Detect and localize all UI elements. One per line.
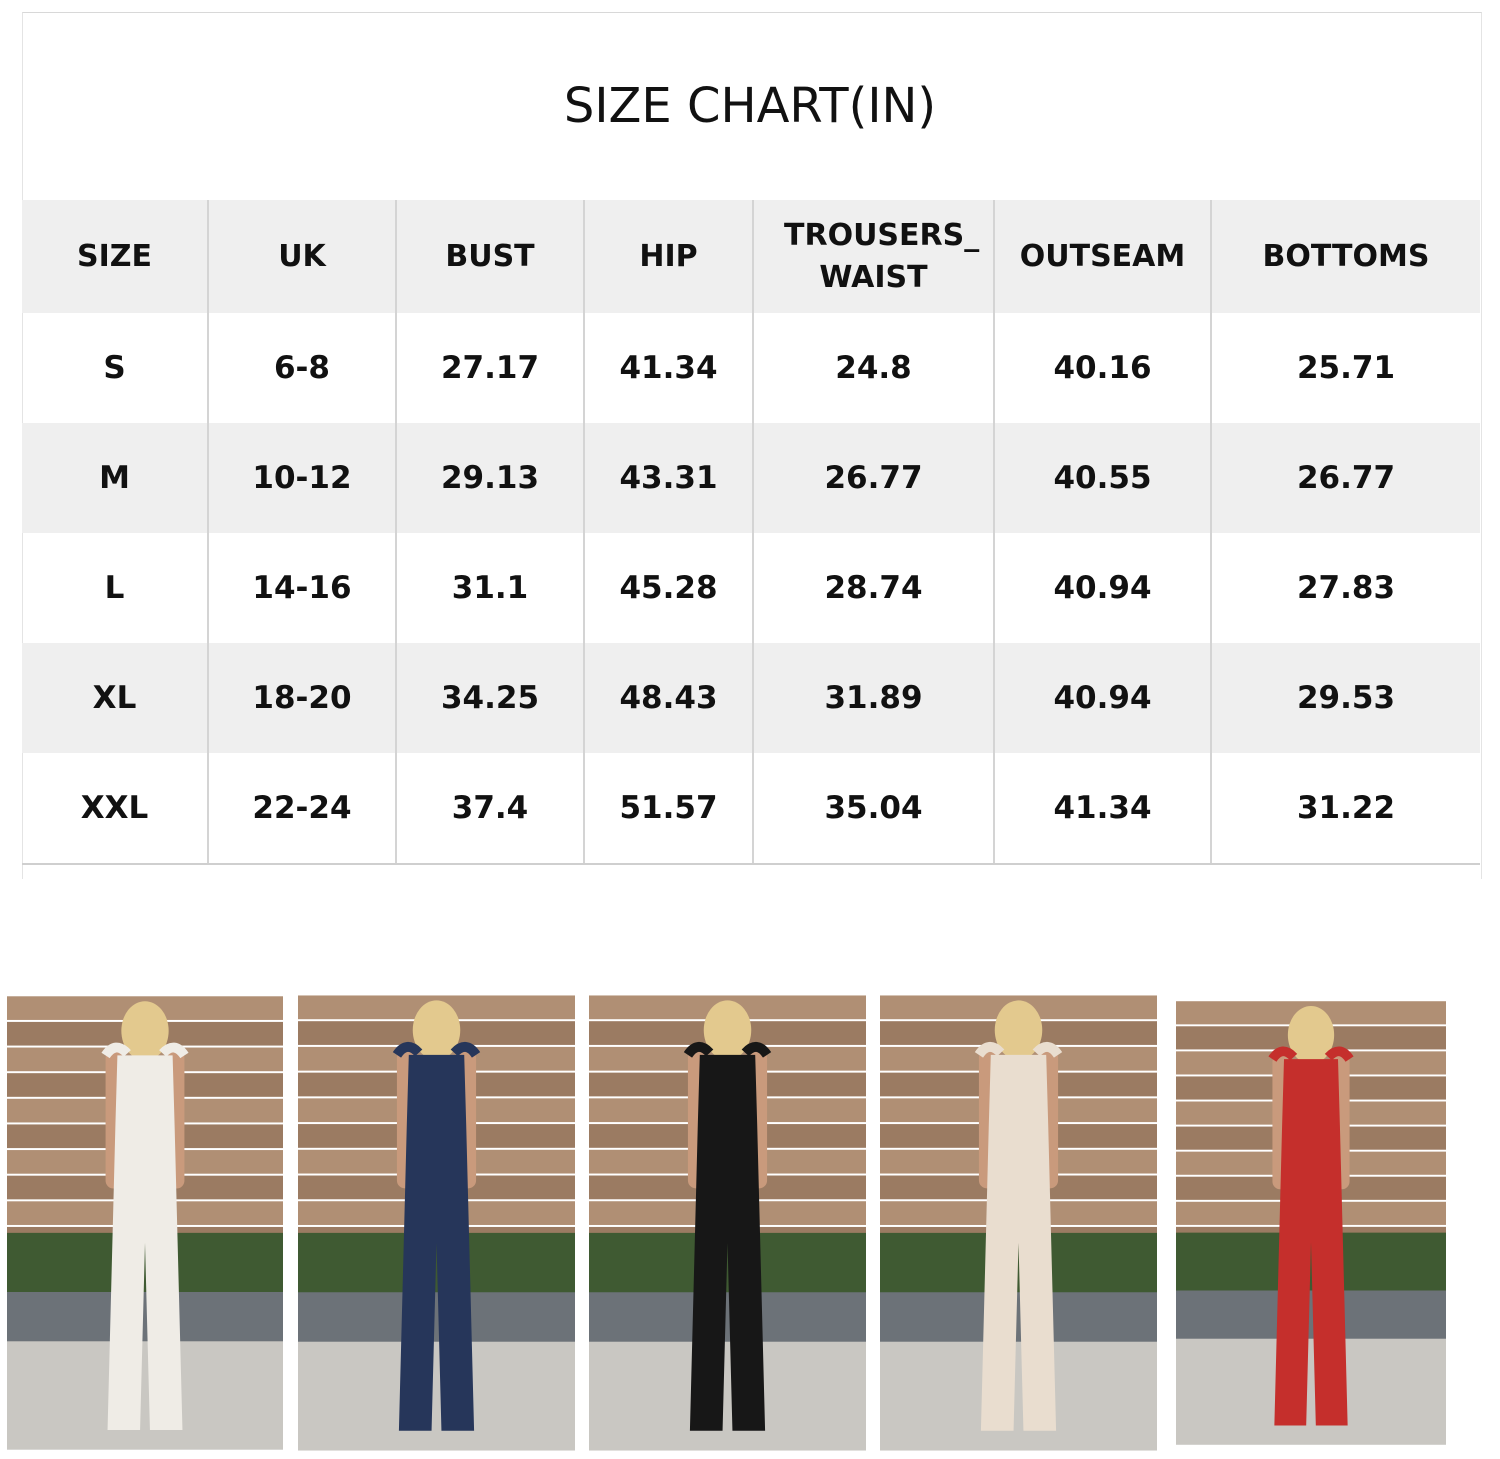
table-cell: 40.94 xyxy=(993,643,1211,753)
table-cell: 51.57 xyxy=(583,753,753,865)
table-cell: 45.28 xyxy=(583,533,753,643)
table-cell: 43.31 xyxy=(583,423,753,533)
header-trousers-waist: TROUSERS_ WAIST xyxy=(752,200,994,313)
chart-title: SIZE CHART(IN) xyxy=(563,78,937,134)
product-photo-navy xyxy=(298,993,575,1453)
table-cell: 29.13 xyxy=(395,423,584,533)
table-cell: 37.4 xyxy=(395,753,584,865)
header-bust: BUST xyxy=(395,200,584,313)
product-photo-black xyxy=(589,993,866,1453)
header-outseam: OUTSEAM xyxy=(993,200,1211,313)
table-cell: 25.71 xyxy=(1210,313,1480,423)
table-cell: 34.25 xyxy=(395,643,584,753)
table-cell: XXL xyxy=(22,753,208,865)
table-cell: 26.77 xyxy=(752,423,994,533)
table-cell: 26.77 xyxy=(1210,423,1480,533)
model-photo-image xyxy=(7,996,283,1450)
model-photo-image xyxy=(589,995,866,1451)
table-cell: 40.94 xyxy=(993,533,1211,643)
model-photo-image xyxy=(298,995,575,1451)
table-cell: 48.43 xyxy=(583,643,753,753)
product-photo-red xyxy=(1176,993,1446,1453)
table-cell: 14-16 xyxy=(207,533,396,643)
table-cell: 6-8 xyxy=(207,313,396,423)
table-cell: 41.34 xyxy=(583,313,753,423)
table-cell: 28.74 xyxy=(752,533,994,643)
table-row: M 10-12 29.13 43.31 26.77 40.55 26.77 xyxy=(22,423,1480,533)
table-cell: XL xyxy=(22,643,208,753)
table-cell: 31.89 xyxy=(752,643,994,753)
table-cell: 35.04 xyxy=(752,753,994,865)
model-photo-image xyxy=(1176,1001,1446,1445)
table-cell: 31.22 xyxy=(1210,753,1480,865)
header-bottoms: BOTTOMS xyxy=(1210,200,1480,313)
table-cell: 41.34 xyxy=(993,753,1211,865)
table-cell: 27.17 xyxy=(395,313,584,423)
table-row: XXL 22-24 37.4 51.57 35.04 41.34 31.22 xyxy=(22,753,1480,865)
table-cell: 40.16 xyxy=(993,313,1211,423)
color-photos xyxy=(0,993,1500,1453)
header-row: SIZE UK BUST HIP TROUSERS_ WAIST OUTSEAM… xyxy=(22,200,1480,313)
table-cell: 24.8 xyxy=(752,313,994,423)
table-row: XL 18-20 34.25 48.43 31.89 40.94 29.53 xyxy=(22,643,1480,753)
table-cell: 22-24 xyxy=(207,753,396,865)
table-cell: 27.83 xyxy=(1210,533,1480,643)
table-row: L 14-16 31.1 45.28 28.74 40.94 27.83 xyxy=(22,533,1480,643)
header-size: SIZE xyxy=(22,200,208,313)
model-photo-image xyxy=(880,995,1157,1451)
product-photo-beige xyxy=(880,993,1157,1453)
table-cell: L xyxy=(104,570,125,606)
table-cell: S xyxy=(103,350,126,386)
product-photo-white xyxy=(7,993,283,1453)
table-cell: 18-20 xyxy=(207,643,396,753)
table-cell: 40.55 xyxy=(993,423,1211,533)
table-cell: 29.53 xyxy=(1210,643,1480,753)
table-cell: M xyxy=(22,423,208,533)
table-row: S 6-8 27.17 41.34 24.8 40.16 25.71 xyxy=(22,313,1480,423)
size-table: SIZE UK BUST HIP TROUSERS_ WAIST OUTSEAM… xyxy=(22,200,1480,865)
header-uk: UK xyxy=(207,200,396,313)
header-hip: HIP xyxy=(583,200,753,313)
table-cell: 31.1 xyxy=(395,533,584,643)
table-cell: 10-12 xyxy=(207,423,396,533)
